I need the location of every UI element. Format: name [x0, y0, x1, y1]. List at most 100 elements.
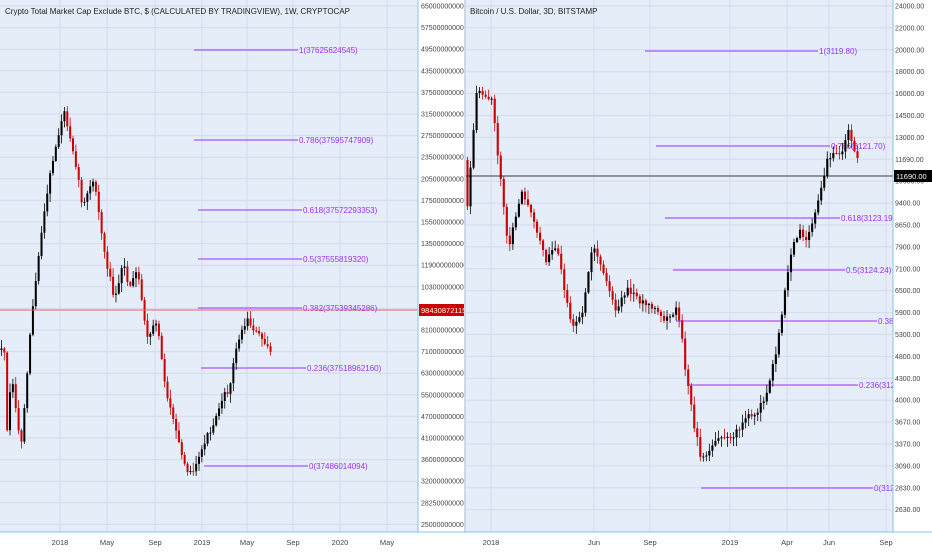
- candle-up: [647, 303, 650, 306]
- candle-up: [114, 293, 117, 295]
- right-price-axis[interactable]: [893, 0, 932, 532]
- y-tick-label: 81000000000: [421, 328, 464, 335]
- candle-down: [140, 279, 143, 300]
- candle-down: [269, 346, 272, 352]
- y-tick-label: 3370.00: [895, 442, 920, 449]
- candle-down: [129, 282, 132, 286]
- candle-down: [100, 212, 103, 234]
- candle-up: [123, 266, 126, 268]
- candle-up: [732, 437, 735, 439]
- candle-up: [232, 363, 235, 384]
- candle-up: [783, 290, 786, 315]
- candle-up: [620, 297, 623, 307]
- y-tick-label: 47000000000: [421, 414, 464, 421]
- left-y-tick-labels: 650000000000 575000000000 495000000000 4350…: [421, 4, 468, 529]
- candle-down: [17, 408, 20, 431]
- candle-up: [832, 153, 835, 159]
- fib-level-label: 1(37625624545): [299, 46, 358, 55]
- candle-up: [774, 354, 777, 364]
- right-chart-pane: 1(3119.80) 0.786(3121.70) 0.618(3123.19) 0.…: [466, 0, 932, 532]
- candle-up: [120, 267, 123, 284]
- candle-up: [626, 287, 629, 296]
- candle-down: [260, 333, 263, 339]
- price-badge-label: 98430872115: [421, 306, 466, 315]
- candle-up: [789, 254, 793, 273]
- right-plot-area[interactable]: [466, 0, 893, 532]
- candle-up: [511, 227, 514, 245]
- candle-up: [665, 316, 669, 321]
- y-tick-label: 2830.00: [895, 485, 920, 492]
- candle-up: [726, 436, 729, 439]
- candle-down: [484, 94, 487, 97]
- candle-up: [672, 314, 675, 317]
- candle-up: [29, 334, 32, 374]
- y-tick-label: 315000000000: [421, 112, 468, 119]
- candle-down: [662, 315, 666, 321]
- price-badge-bg: [894, 170, 932, 182]
- y-tick-label: 63000000000: [421, 371, 464, 378]
- pane-separator[interactable]: [464, 0, 466, 550]
- candle-up: [86, 193, 89, 202]
- left-plot-area[interactable]: [0, 0, 418, 532]
- candle-up: [46, 193, 49, 212]
- candle-down: [687, 369, 690, 386]
- candle-down: [502, 178, 505, 207]
- candle-up: [808, 231, 811, 241]
- time-axis[interactable]: [0, 532, 932, 550]
- candle-up: [31, 306, 34, 335]
- candle-down: [850, 129, 853, 141]
- candle-up: [195, 463, 198, 472]
- y-tick-label: 275000000000: [421, 133, 468, 140]
- right-price-badge: 11690.00: [894, 170, 932, 182]
- candle-up: [152, 325, 155, 334]
- candle-down: [608, 281, 611, 292]
- candle-up: [590, 252, 593, 273]
- candle-up: [593, 248, 596, 253]
- candle-down: [678, 307, 681, 321]
- candle-down: [72, 138, 75, 152]
- candle-up: [811, 223, 814, 232]
- candle-down: [738, 429, 741, 431]
- candle-up: [490, 98, 493, 100]
- candle-up: [517, 203, 520, 217]
- y-tick-label: 103000000000: [421, 284, 468, 291]
- candle-up: [26, 373, 29, 409]
- candle-up: [51, 160, 54, 174]
- candle-up: [714, 440, 717, 446]
- candle-up: [149, 333, 152, 337]
- candle-down: [638, 296, 641, 304]
- left-price-axis[interactable]: [418, 0, 464, 532]
- y-tick-label: 36000000000: [421, 457, 464, 464]
- candle-down: [496, 123, 499, 156]
- candle-up: [92, 181, 95, 187]
- y-tick-label: 119000000000: [421, 263, 467, 270]
- candle-up: [741, 422, 744, 430]
- x-tick-label: 2019: [722, 538, 739, 547]
- candle-up: [469, 167, 472, 207]
- y-tick-label: 10600.00: [895, 179, 924, 186]
- fib-level-label: 0(3128.6: [874, 484, 906, 493]
- candle-up: [240, 329, 243, 340]
- candle-up: [9, 392, 12, 431]
- candle-up: [472, 129, 475, 168]
- y-tick-label: 5900.00: [895, 310, 920, 317]
- candle-up: [83, 201, 86, 203]
- candle-up: [220, 400, 223, 409]
- y-tick-label: 4800.00: [895, 354, 920, 361]
- candle-up: [847, 129, 850, 141]
- y-tick-label: 5300.00: [895, 332, 920, 339]
- fib-level-label: 0.236(37518962160): [307, 364, 382, 373]
- x-tick-label: Jun: [823, 538, 835, 547]
- y-tick-label: 4000.00: [895, 398, 920, 405]
- candle-down: [614, 299, 617, 311]
- candle-down: [611, 291, 614, 300]
- candle-down: [146, 320, 149, 337]
- candle-up: [243, 326, 246, 330]
- candle-down: [532, 212, 536, 222]
- candle-up: [11, 384, 14, 393]
- candle-up: [206, 433, 209, 444]
- candle-up: [218, 408, 221, 416]
- y-tick-label: 575000000000: [421, 25, 468, 32]
- candle-down: [487, 96, 490, 100]
- candle-down: [684, 338, 687, 370]
